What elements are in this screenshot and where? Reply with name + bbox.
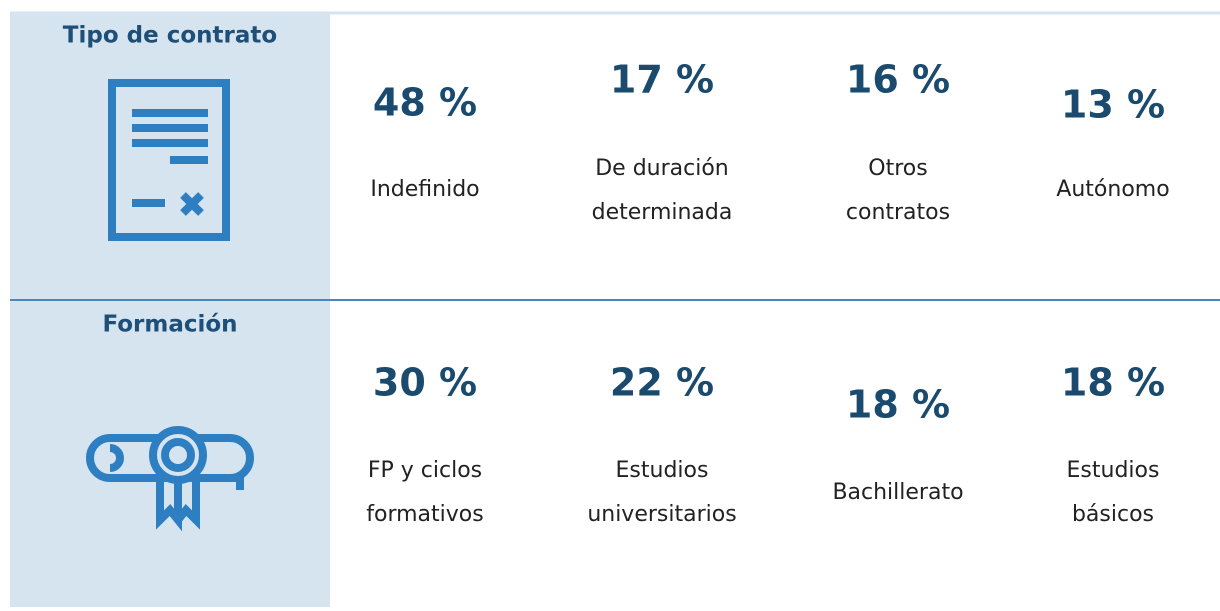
stat-value: 17 %: [610, 58, 714, 102]
stat-label: Indefinido: [370, 177, 479, 202]
stat-label: De duración: [595, 156, 729, 181]
stat-label: determinada: [592, 200, 733, 225]
stat-label: contratos: [846, 200, 950, 225]
stat-label: básicos: [1072, 502, 1154, 527]
contract-icon: [108, 79, 230, 241]
diploma-icon: [86, 426, 254, 532]
stat-value: 16 %: [846, 58, 950, 102]
section-title: Formación: [102, 312, 237, 338]
stat-value: 30 %: [373, 361, 477, 405]
stat-label: FP y ciclos: [368, 458, 482, 483]
stat-value: 22 %: [610, 361, 714, 405]
section-title: Tipo de contrato: [63, 23, 277, 49]
stat-label: Otros: [868, 156, 927, 181]
stat-label: Autónomo: [1056, 177, 1169, 202]
stat-label: Bachillerato: [832, 480, 963, 505]
stat-value: 18 %: [846, 383, 950, 427]
side-panel: [10, 14, 330, 607]
stat-label: universitarios: [587, 502, 736, 527]
stat-label: formativos: [366, 502, 483, 527]
stat-value: 48 %: [373, 81, 477, 125]
stat-label: Estudios: [616, 458, 709, 483]
stat-value: 13 %: [1061, 83, 1165, 127]
stat-label: Estudios: [1067, 458, 1160, 483]
stat-value: 18 %: [1061, 361, 1165, 405]
